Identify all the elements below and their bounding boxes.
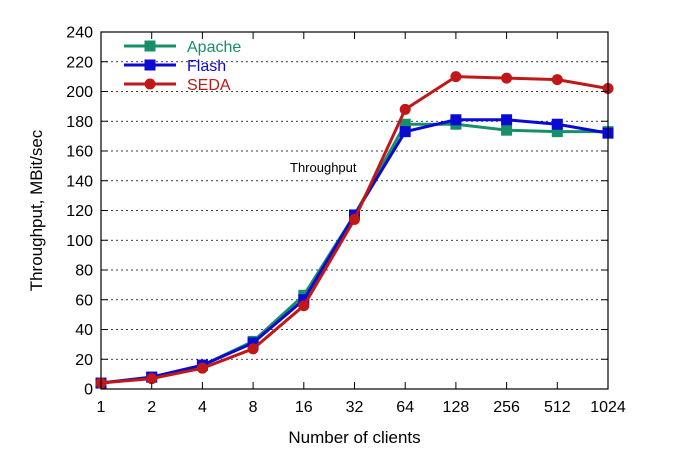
data-point-seda: [399, 103, 411, 115]
y-tick-label: 0: [84, 382, 93, 399]
x-tick-label: 2: [147, 399, 156, 416]
axis-layer: 0 20 40 60 80 100 120 140 160 180 200 220 240 1 2 4 8 16 3…: [66, 25, 626, 417]
data-point-flash: [501, 114, 513, 126]
y-tick-label: 60: [75, 292, 93, 309]
y-tick-label: 140: [66, 173, 93, 190]
data-point-flash: [247, 337, 259, 349]
x-tick-label: 32: [346, 399, 364, 416]
legend: Apache Flash SEDA: [124, 39, 241, 94]
series-layer: [95, 71, 614, 389]
y-tick-label: 200: [66, 84, 93, 101]
legend-label-apache: Apache: [187, 39, 241, 56]
throughput-annotation: Throughput: [290, 160, 357, 175]
x-tick-label: 4: [198, 399, 207, 416]
legend-label-flash: Flash: [187, 58, 226, 75]
y-axis-label: Throughput, MBit/sec: [27, 129, 46, 291]
y-tick-label: 80: [75, 263, 93, 280]
y-tick-label: 100: [66, 233, 93, 250]
data-point-apache: [551, 126, 563, 138]
y-tick-label: 220: [66, 54, 93, 71]
data-point-seda: [551, 74, 563, 86]
data-point-seda: [146, 373, 158, 385]
legend-marker-apache: [144, 40, 156, 52]
legend-marker-seda: [144, 78, 156, 90]
legend-label-seda: SEDA: [187, 77, 231, 94]
series-flash: [95, 114, 614, 389]
data-point-seda: [349, 213, 360, 225]
x-axis-label: Number of clients: [288, 428, 420, 447]
data-point-apache: [399, 118, 411, 130]
data-point-flash: [298, 294, 310, 306]
y-tick-label: 40: [75, 322, 93, 339]
data-point-flash: [450, 114, 462, 126]
x-tick-label: 128: [443, 399, 470, 416]
y-tick-label: 160: [66, 144, 93, 161]
x-tick-label: 512: [544, 399, 571, 416]
y-tick-label: 240: [66, 25, 93, 42]
y-tick-label: 180: [66, 114, 93, 131]
data-point-flash: [551, 118, 563, 130]
data-point-apache: [501, 124, 513, 136]
data-point-seda: [450, 71, 462, 83]
x-tick-label: 64: [396, 399, 414, 416]
x-tick-label: 256: [493, 399, 520, 416]
x-tick-label: 1: [97, 399, 106, 416]
data-point-flash: [399, 126, 411, 138]
data-point-seda: [196, 362, 208, 374]
series-seda: [95, 71, 614, 389]
data-point-seda: [247, 343, 259, 355]
x-tick-label: 16: [295, 399, 313, 416]
data-point-seda: [501, 72, 513, 84]
x-tick-label: 1024: [590, 399, 626, 416]
y-tick-label: 20: [75, 352, 93, 369]
data-point-seda: [298, 300, 310, 312]
x-tick-label: 8: [249, 399, 258, 416]
y-tick-label: 120: [66, 203, 93, 220]
legend-marker-flash: [144, 59, 156, 71]
